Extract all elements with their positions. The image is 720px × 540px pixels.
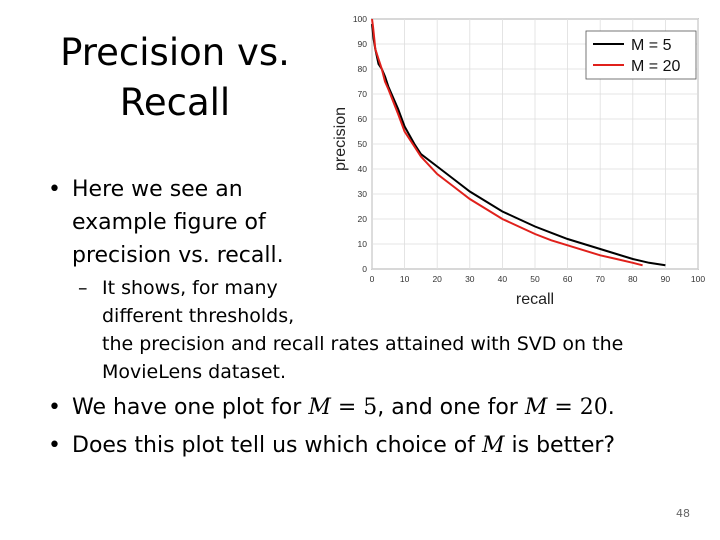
x-tick-label: 70 <box>595 274 605 284</box>
x-tick-label: 30 <box>465 274 475 284</box>
legend-label: M = 5 <box>631 37 672 54</box>
chart-svg: 0 10 20 30 40 50 60 70 80 90 100 0 10 20 30 40 50 60 70 80 9… <box>332 14 705 308</box>
x-tick-label: 50 <box>530 274 540 284</box>
y-axis-label: precision <box>332 107 349 171</box>
math-var-m: M <box>481 433 505 458</box>
y-tick-label: 100 <box>353 14 367 24</box>
precision-recall-chart: 0 10 20 30 40 50 60 70 80 90 100 0 10 20 30 40 50 60 70 80 9… <box>325 8 715 308</box>
y-tick-label: 30 <box>358 189 368 199</box>
x-tick-label: 90 <box>661 274 671 284</box>
math-eq-5: = 5 <box>337 395 378 420</box>
y-tick-label: 70 <box>358 89 368 99</box>
bullet-item-2: • We have one plot for M = 5, and one fo… <box>48 391 708 424</box>
bullet-3-pre: Does this plot tell us which choice of <box>72 433 475 458</box>
y-tick-label: 60 <box>358 114 368 124</box>
bullet-item-1: • Here we see an example figure of preci… <box>48 173 302 272</box>
sub-bullet-item: – It shows, for many different threshold… <box>78 274 662 386</box>
slide-title-line1: Precision vs. <box>60 31 290 74</box>
series-line <box>371 18 643 267</box>
bullet-2-mid: , and one for <box>377 395 518 420</box>
bullet-1-text: Here we see an example figure of precisi… <box>72 177 284 268</box>
x-tick-label: 60 <box>563 274 573 284</box>
math-var-m: M <box>308 395 331 420</box>
bullet-list: • Here we see an example figure of preci… <box>48 173 708 462</box>
bullet-3-post: is better? <box>511 433 616 458</box>
sub-bullet-text: It shows, for many different thresholds, <box>102 277 295 327</box>
y-tick-label: 0 <box>362 264 367 274</box>
y-tick-label: 40 <box>358 164 368 174</box>
bullet-dot: • <box>48 177 61 202</box>
legend-label: M = 20 <box>631 58 680 75</box>
x-tick-label: 40 <box>498 274 508 284</box>
sub-bullet-text-cont: the precision and recall rates attained … <box>102 333 624 383</box>
bullet-2-pre: We have one plot for <box>72 395 302 420</box>
y-tick-label: 20 <box>358 214 368 224</box>
bullet-dot: • <box>48 395 61 420</box>
sub-bullet-dash: – <box>78 277 88 299</box>
slide-title: Precision vs. Recall <box>40 28 310 128</box>
y-tick-label: 90 <box>358 39 368 49</box>
y-tick-label: 50 <box>358 139 368 149</box>
page-number: 48 <box>676 507 690 520</box>
slide-title-line2: Recall <box>119 81 231 124</box>
bullet-2-post: . <box>607 395 615 420</box>
x-tick-label: 0 <box>370 274 375 284</box>
y-tick-label: 80 <box>358 64 368 74</box>
bullet-dot: • <box>48 433 61 458</box>
x-tick-label: 10 <box>400 274 410 284</box>
y-tick-label: 10 <box>358 239 368 249</box>
math-eq-20: = 20 <box>554 395 608 420</box>
x-tick-label: 100 <box>691 274 705 284</box>
bullet-item-3: • Does this plot tell us which choice of… <box>48 429 708 462</box>
x-tick-label: 20 <box>432 274 442 284</box>
math-var-m: M <box>524 395 548 420</box>
x-axis-label: recall <box>516 291 554 308</box>
legend-box <box>585 30 697 80</box>
x-tick-label: 80 <box>628 274 638 284</box>
